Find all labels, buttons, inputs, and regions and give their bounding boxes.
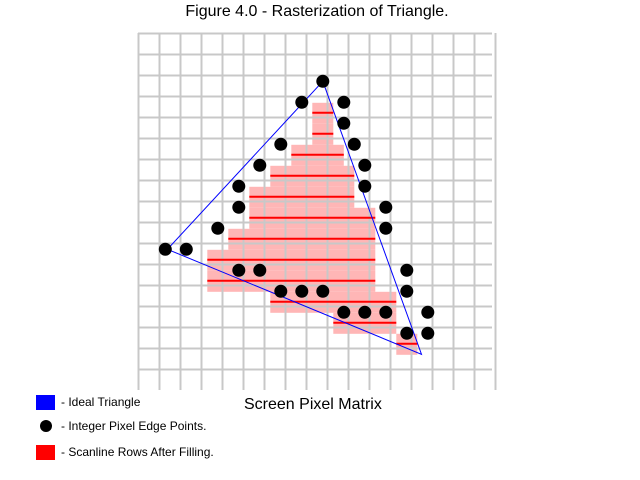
edge-point (316, 284, 330, 298)
edge-point (158, 242, 172, 256)
edge-points (158, 74, 435, 340)
edge-point (316, 74, 330, 88)
edge-point (337, 305, 351, 319)
legend-label: - Scanline Rows After Filling. (61, 445, 214, 459)
legend-item-ideal-triangle: - Ideal Triangle (36, 394, 140, 410)
triangle-outline (166, 80, 423, 356)
legend-dot-icon (36, 419, 55, 434)
edge-point (274, 284, 288, 298)
edge-point (211, 221, 225, 235)
edge-point (421, 326, 435, 340)
matrix-label: Screen Pixel Matrix (244, 396, 382, 413)
edge-point (295, 284, 309, 298)
edge-point (232, 179, 246, 193)
scanline-rows (207, 111, 418, 345)
edge-point (337, 95, 351, 109)
edge-point (400, 263, 414, 277)
edge-point (379, 200, 393, 214)
edge-point (421, 305, 435, 319)
legend-swatch-red (36, 444, 55, 460)
legend-label: - Ideal Triangle (61, 395, 141, 409)
edge-point (400, 326, 414, 340)
ideal-triangle (166, 80, 423, 356)
legend-item-scanline-rows: - Scanline Rows After Filling. (36, 444, 214, 460)
edge-point (400, 284, 414, 298)
edge-point (232, 200, 246, 214)
figure-title: Figure 4.0 - Rasterization of Triangle. (185, 3, 449, 20)
edge-point (347, 137, 361, 151)
legend-swatch-blue (36, 394, 55, 410)
pixel-grid (137, 32, 497, 390)
legend-label: - Integer Pixel Edge Points. (61, 419, 207, 433)
edge-point (253, 158, 267, 172)
legend-item-edge-points: - Integer Pixel Edge Points. (36, 418, 206, 434)
edge-point (358, 158, 372, 172)
edge-point (379, 305, 393, 319)
edge-point (295, 95, 309, 109)
edge-point (358, 305, 372, 319)
edge-point (253, 263, 267, 277)
edge-point (274, 137, 288, 151)
edge-point (179, 242, 193, 256)
edge-point (232, 263, 246, 277)
edge-point (379, 221, 393, 235)
edge-point (337, 116, 351, 130)
edge-point (358, 179, 372, 193)
